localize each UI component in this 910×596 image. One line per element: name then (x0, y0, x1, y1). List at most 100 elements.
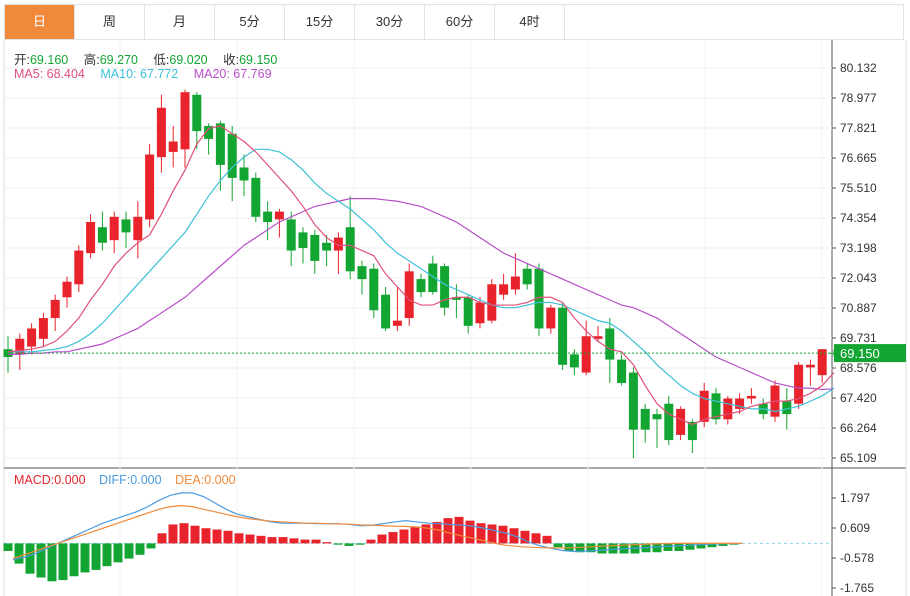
diff-label: DIFF:0.000 (99, 473, 162, 487)
candle-body (215, 123, 225, 165)
candle-body (168, 141, 178, 152)
candle-body (357, 266, 367, 280)
macd-bar (311, 539, 321, 544)
macd-bar (80, 543, 90, 573)
candle-body (440, 266, 450, 308)
price-tick-label: 65.109 (840, 451, 877, 465)
candle-body (546, 307, 556, 329)
period-tabs: 日周月 5分 15分 30分 60分 4时 (4, 4, 904, 40)
current-price-tag (834, 344, 906, 363)
macd-bar (377, 534, 387, 544)
price-tick-label: 68.576 (840, 361, 877, 375)
candle-body (86, 221, 96, 254)
macd-bar (344, 543, 354, 546)
candle-body (510, 276, 520, 290)
macd-bar (443, 518, 453, 544)
candle-body (711, 393, 721, 420)
macd-tick-label: -1.765 (840, 581, 874, 595)
low-label: 低: (153, 53, 170, 67)
macd-bar (102, 543, 112, 567)
tab-3[interactable]: 5分 (215, 5, 285, 39)
tab-2[interactable]: 月 (145, 5, 215, 39)
macd-bar (663, 543, 673, 551)
tab-7[interactable]: 4时 (495, 5, 565, 39)
candle-body (699, 390, 709, 422)
macd-bar (399, 529, 409, 544)
candle-body (274, 211, 284, 220)
candle-body (723, 398, 733, 420)
candle-body (251, 177, 261, 217)
macd-bar (14, 543, 24, 564)
candle-body (227, 133, 237, 178)
ohlc-info: 开:69.160 高:69.270 低:69.020 收:69.150 (14, 49, 289, 68)
ma5-label: MA5: 68.404 (14, 67, 85, 81)
macd-bar (113, 543, 123, 563)
price-tick-label: 80.132 (840, 61, 877, 75)
macd-bar (388, 532, 398, 544)
macd-bar (289, 538, 299, 544)
open-value: 69.160 (29, 53, 69, 67)
tab-5[interactable]: 30分 (355, 5, 425, 39)
macd-bar (355, 543, 365, 545)
price-tick-label: 69.731 (840, 331, 877, 345)
candle-body (404, 271, 414, 319)
macd-bar (201, 528, 211, 544)
tab-6[interactable]: 60分 (425, 5, 495, 39)
macd-bar (25, 543, 35, 574)
macd-bar (300, 539, 310, 544)
macd-bar (47, 543, 57, 582)
macd-label: MACD:0.000 (14, 473, 86, 487)
candle-body (687, 421, 697, 441)
macd-bar (718, 543, 728, 546)
close-value: 69.150 (239, 53, 278, 67)
macd-bar (223, 530, 233, 544)
dea-line (12, 504, 743, 560)
candle-body (817, 349, 827, 376)
macd-bar (410, 526, 420, 544)
candle-body (652, 414, 662, 420)
macd-bar (278, 537, 288, 544)
macd-bar (465, 520, 475, 544)
macd-bar (476, 523, 486, 544)
macd-tick-label: 0.609 (840, 521, 870, 535)
macd-bar (685, 543, 695, 550)
candle-body (239, 167, 249, 181)
candle-body (640, 408, 650, 430)
candle-body (487, 284, 497, 321)
candle-body (345, 227, 355, 272)
tab-4[interactable]: 15分 (285, 5, 355, 39)
candle-body (121, 219, 131, 233)
candle-body (534, 268, 544, 329)
macd-bar (234, 533, 244, 544)
macd-bar (366, 539, 376, 544)
candle-body (392, 320, 402, 326)
candle-body (499, 284, 509, 295)
macd-tick-label: -0.578 (840, 551, 874, 565)
price-tick-label: 72.043 (840, 271, 877, 285)
price-tick-label: 73.198 (840, 241, 877, 255)
candle-body (333, 237, 343, 251)
candle-body (27, 328, 37, 347)
macd-bar (531, 533, 541, 544)
candle-body (15, 338, 25, 355)
macd-bar (520, 530, 530, 544)
ma20-line (8, 198, 835, 391)
tab-0[interactable]: 日 (5, 5, 75, 39)
candle-body (676, 408, 686, 435)
macd-bar (542, 535, 552, 544)
tab-1[interactable]: 周 (75, 5, 145, 39)
macd-bar (168, 524, 178, 544)
candle-body (156, 107, 166, 158)
candle-body (463, 297, 473, 326)
candle-body (628, 372, 638, 430)
macd-bar (652, 543, 662, 553)
candle-body (298, 232, 308, 248)
diff-line (12, 492, 743, 561)
candle-body (286, 219, 296, 251)
candle-body (605, 328, 615, 360)
macd-bar (36, 543, 46, 578)
candle-body (569, 354, 579, 368)
price-tick-label: 78.977 (840, 91, 877, 105)
candle-body (794, 364, 804, 404)
